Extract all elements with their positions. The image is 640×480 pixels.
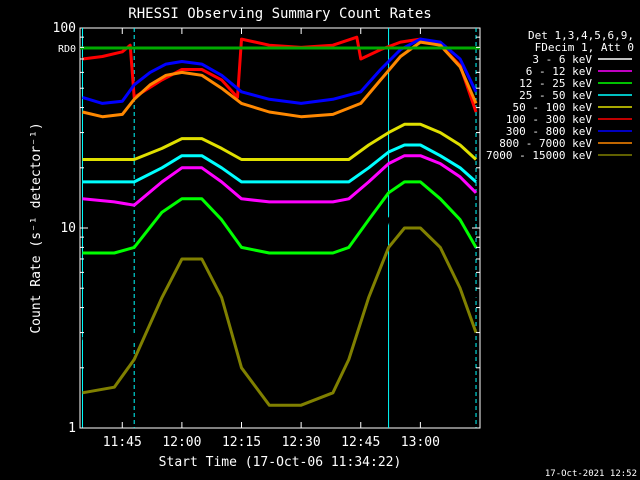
legend-entry-label: 50 - 100 keV xyxy=(513,101,593,114)
legend-header-line-2: FDecim 1, Att 0 xyxy=(535,41,634,54)
series-layer xyxy=(82,28,478,428)
series-line xyxy=(82,180,478,255)
x-axis-label: Start Time (17-Oct-06 11:34:22) xyxy=(159,455,402,470)
y-tick-label: 10 xyxy=(60,221,76,236)
x-tick-label: 12:30 xyxy=(282,435,321,450)
x-tick-label: 11:45 xyxy=(103,435,142,450)
series-line xyxy=(82,122,478,161)
rd0-layer: RD0 xyxy=(58,44,480,55)
series-line xyxy=(82,197,478,344)
legend-entry-label: 300 - 800 keV xyxy=(506,125,592,138)
legend-entry-label: 25 - 50 keV xyxy=(519,89,592,102)
y-tick-label: 1 xyxy=(68,421,76,436)
x-tick-label: 12:00 xyxy=(162,435,201,450)
series-line xyxy=(82,154,478,207)
legend-entry-label: 3 - 6 keV xyxy=(532,53,592,66)
legend-entry-label: 6 - 12 keV xyxy=(526,65,593,78)
footer-timestamp: 17-Oct-2021 12:52 xyxy=(545,469,637,479)
y-axis-label: Count Rate (s⁻¹ detector⁻¹) xyxy=(29,122,44,333)
legend-entry-label: 100 - 300 keV xyxy=(506,113,592,126)
series-line xyxy=(82,37,478,105)
series-line xyxy=(82,40,478,119)
x-tick-label: 12:15 xyxy=(222,435,261,450)
legend: Det 1,3,4,5,6,9, FDecim 1, Att 0 3 - 6 k… xyxy=(486,29,634,162)
x-tick-label: 13:00 xyxy=(401,435,440,450)
legend-header-line-1: Det 1,3,4,5,6,9, xyxy=(528,29,634,42)
legend-entry-label: 800 - 7000 keV xyxy=(499,137,592,150)
legend-entry-label: 12 - 25 keV xyxy=(519,77,592,90)
legend-entry-label: 7000 - 15000 keV xyxy=(486,149,592,162)
chart-title: RHESSI Observing Summary Count Rates xyxy=(128,6,431,22)
x-tick-label: 12:45 xyxy=(341,435,380,450)
series-line xyxy=(82,226,478,407)
rd0-label: RD0 xyxy=(58,44,76,55)
series-line xyxy=(82,143,477,184)
series-line xyxy=(82,35,478,113)
axes-layer: 11:45 12:00 12:15 12:30 12:45 13:00 1 10 100 xyxy=(53,21,480,450)
y-tick-label: 100 xyxy=(53,21,76,36)
